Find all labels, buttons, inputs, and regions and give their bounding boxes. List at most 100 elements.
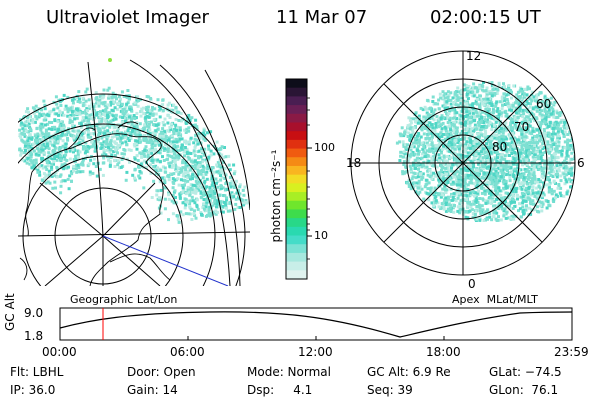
aurora-pixel xyxy=(171,108,175,112)
aurora-pixel xyxy=(495,153,499,157)
aurora-pixel xyxy=(124,106,128,110)
aurora-pixel xyxy=(52,160,56,164)
aurora-pixel xyxy=(517,149,521,152)
aurora-pixel xyxy=(547,178,551,182)
aurora-pixel xyxy=(441,96,444,100)
aurora-pixel xyxy=(205,131,209,135)
aurora-pixel xyxy=(538,113,542,117)
aurora-pixel xyxy=(199,191,203,195)
aurora-pixel xyxy=(488,98,492,102)
aurora-pixel xyxy=(451,163,455,167)
aurora-pixel xyxy=(90,145,94,149)
aurora-pixel xyxy=(211,203,215,207)
aurora-pixel xyxy=(562,166,566,170)
aurora-pixel xyxy=(490,137,494,141)
aurora-pixel xyxy=(228,175,232,179)
aurora-pixel xyxy=(52,144,56,148)
aurora-pixel xyxy=(514,124,518,128)
instrument-title: Ultraviolet Imager xyxy=(46,7,209,28)
aurora-pixel xyxy=(185,127,189,131)
aurora-pixel xyxy=(470,131,474,135)
aurora-pixel xyxy=(437,117,441,121)
aurora-pixel xyxy=(559,120,563,124)
aurora-pixel xyxy=(26,146,30,150)
aurora-pixel xyxy=(159,188,163,192)
aurora-pixel xyxy=(509,145,513,149)
aurora-pixel xyxy=(511,134,515,138)
aurora-pixel xyxy=(479,209,482,213)
aurora-pixel xyxy=(431,144,435,148)
aurora-pixel xyxy=(154,129,158,133)
aurora-pixel xyxy=(503,98,506,102)
aurora-pixel xyxy=(67,127,71,131)
aurora-pixel xyxy=(402,155,405,159)
aurora-pixel xyxy=(150,159,154,163)
aurora-pixel xyxy=(457,164,461,168)
aurora-pixel xyxy=(547,151,551,155)
aurora-pixel xyxy=(136,104,140,108)
aurora-pixel xyxy=(554,149,558,153)
aurora-pixel xyxy=(508,171,512,175)
aurora-pixel xyxy=(407,131,411,135)
aurora-pixel xyxy=(532,172,536,176)
aurora-pixel xyxy=(494,184,498,188)
aurora-pixel xyxy=(148,148,152,152)
aurora-pixel xyxy=(486,189,489,193)
aurora-pixel xyxy=(149,97,153,100)
aurora-pixel xyxy=(215,140,219,144)
aurora-pixel xyxy=(175,110,179,114)
aurora-pixel xyxy=(438,170,442,174)
aurora-pixel xyxy=(150,120,153,124)
aurora-pixel xyxy=(486,217,489,221)
aurora-pixel xyxy=(112,130,116,134)
aurora-pixel xyxy=(124,109,128,113)
aurora-pixel xyxy=(444,203,448,207)
aurora-pixel xyxy=(50,165,54,169)
aurora-pixel xyxy=(521,201,525,205)
aurora-pixel xyxy=(573,165,575,169)
aurora-pixel xyxy=(453,139,457,143)
aurora-pixel xyxy=(76,163,80,167)
aurora-pixel xyxy=(495,172,499,176)
aurora-pixel xyxy=(216,185,220,189)
aurora-pixel xyxy=(525,154,529,158)
aurora-pixel xyxy=(431,147,435,151)
aurora-pixel xyxy=(524,175,528,179)
aurora-pixel xyxy=(142,186,146,190)
aurora-pixel xyxy=(75,116,79,120)
aurora-pixel xyxy=(477,112,481,116)
aurora-pixel xyxy=(172,129,175,133)
aurora-pixel xyxy=(100,143,104,147)
aurora-pixel xyxy=(425,111,429,115)
aurora-pixel xyxy=(154,112,158,116)
aurora-pixel xyxy=(429,171,433,175)
aurora-pixel xyxy=(491,185,495,189)
aurora-pixel xyxy=(422,141,426,145)
aurora-pixel xyxy=(157,104,161,108)
colorbar-band xyxy=(286,226,307,237)
aurora-pixel xyxy=(88,132,92,136)
aurora-pixel xyxy=(441,104,445,108)
aurora-pixel xyxy=(170,134,174,138)
aurora-pixel xyxy=(513,180,517,184)
aurora-pixel xyxy=(512,194,516,198)
aurora-pixel xyxy=(452,175,456,179)
aurora-pixel xyxy=(70,120,74,124)
aurora-pixel xyxy=(439,177,443,181)
aurora-pixel xyxy=(23,132,26,136)
aurora-pixel xyxy=(557,144,561,148)
aurora-pixel xyxy=(437,120,441,124)
aurora-pixel xyxy=(180,119,183,123)
aurora-pixel xyxy=(428,125,432,129)
aurora-pixel xyxy=(427,132,431,136)
aurora-pixel xyxy=(457,190,461,193)
aurora-pixel xyxy=(445,155,449,159)
aurora-pixel xyxy=(207,157,211,161)
aurora-pixel xyxy=(494,176,498,180)
aurora-pixel xyxy=(52,162,55,166)
aurora-pixel xyxy=(133,157,137,161)
aurora-pixel xyxy=(214,189,218,193)
aurora-pixel xyxy=(531,202,535,206)
aurora-pixel xyxy=(71,148,75,152)
aurora-pixel xyxy=(464,131,468,135)
